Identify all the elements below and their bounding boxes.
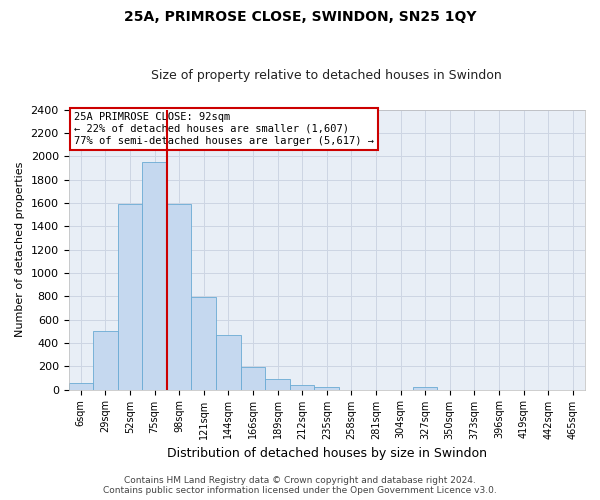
Bar bbox=[118, 204, 142, 390]
Bar bbox=[265, 379, 290, 390]
Bar bbox=[93, 331, 118, 390]
Bar bbox=[68, 382, 93, 390]
Title: Size of property relative to detached houses in Swindon: Size of property relative to detached ho… bbox=[151, 69, 502, 82]
Bar bbox=[290, 386, 314, 390]
Bar bbox=[413, 386, 437, 390]
Bar bbox=[191, 298, 216, 390]
Y-axis label: Number of detached properties: Number of detached properties bbox=[15, 162, 25, 337]
Bar bbox=[216, 334, 241, 390]
Text: 25A, PRIMROSE CLOSE, SWINDON, SN25 1QY: 25A, PRIMROSE CLOSE, SWINDON, SN25 1QY bbox=[124, 10, 476, 24]
Bar bbox=[241, 367, 265, 390]
X-axis label: Distribution of detached houses by size in Swindon: Distribution of detached houses by size … bbox=[167, 447, 487, 460]
Text: Contains HM Land Registry data © Crown copyright and database right 2024.
Contai: Contains HM Land Registry data © Crown c… bbox=[103, 476, 497, 495]
Text: 25A PRIMROSE CLOSE: 92sqm
← 22% of detached houses are smaller (1,607)
77% of se: 25A PRIMROSE CLOSE: 92sqm ← 22% of detac… bbox=[74, 112, 374, 146]
Bar bbox=[142, 162, 167, 390]
Bar bbox=[167, 204, 191, 390]
Bar bbox=[314, 386, 339, 390]
